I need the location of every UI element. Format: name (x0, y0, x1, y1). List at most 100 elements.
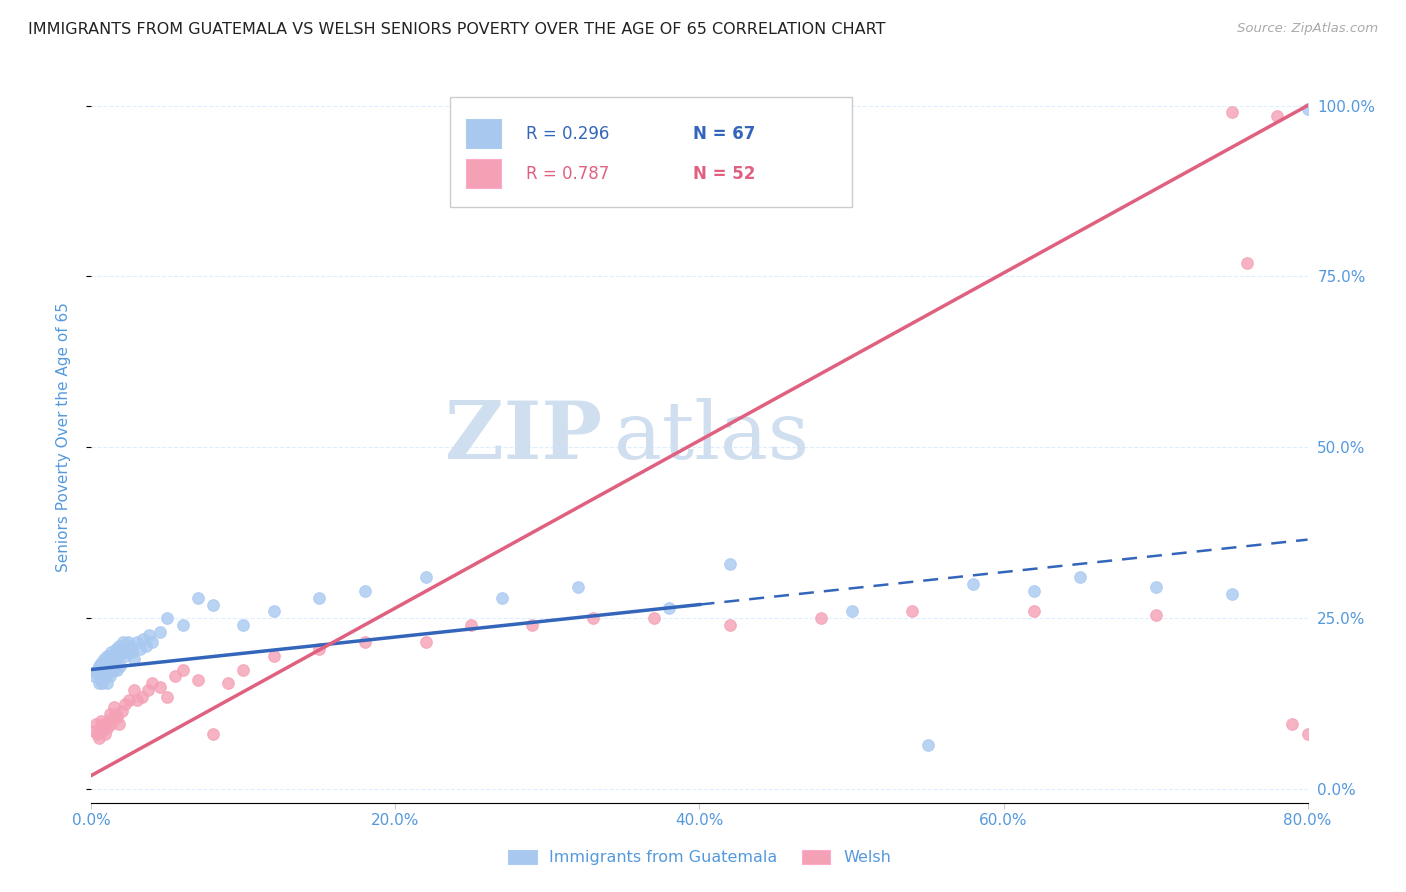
Point (841, 604, 863, 618)
Point (115, 645, 138, 659)
Point (94, 659, 117, 673)
Point (107, 717, 129, 731)
Point (101, 656, 124, 670)
Point (103, 648, 125, 663)
Point (132, 632, 155, 646)
FancyBboxPatch shape (450, 97, 852, 207)
Point (1220, 105, 1243, 120)
Point (187, 591, 209, 605)
Point (87, 676, 110, 690)
Y-axis label: Seniors Poverty Over the Age of 65: Seniors Poverty Over the Age of 65 (56, 302, 70, 572)
Point (89, 714, 111, 728)
Point (94, 669, 117, 683)
Point (89, 721, 111, 735)
Point (87, 731, 110, 745)
Point (93, 652, 115, 666)
Point (112, 635, 135, 649)
Point (354, 635, 377, 649)
Point (718, 557, 741, 571)
Point (107, 648, 129, 663)
Point (1069, 570, 1091, 584)
Point (125, 693, 148, 707)
Text: R = 0.787: R = 0.787 (526, 165, 609, 183)
Point (110, 659, 132, 673)
Point (136, 683, 159, 698)
Legend: Immigrants from Guatemala, Welsh: Immigrants from Guatemala, Welsh (502, 843, 897, 871)
Point (217, 676, 239, 690)
Point (156, 690, 179, 704)
Point (107, 639, 129, 653)
Point (94, 727, 117, 741)
Point (105, 663, 128, 677)
Point (84, 717, 107, 731)
Point (129, 642, 152, 657)
Point (163, 669, 186, 683)
Point (522, 618, 544, 632)
Point (96, 648, 118, 663)
Point (263, 648, 285, 663)
Point (122, 683, 145, 698)
Point (103, 663, 125, 677)
Point (91, 724, 114, 739)
Text: R = 0.296: R = 0.296 (526, 125, 609, 143)
Point (111, 704, 134, 718)
Point (917, 738, 939, 752)
Point (103, 700, 125, 714)
Point (263, 604, 285, 618)
Point (96, 676, 118, 690)
Text: N = 52: N = 52 (693, 165, 756, 183)
Point (149, 624, 172, 639)
Point (1220, 587, 1243, 601)
Point (84, 665, 107, 680)
Point (172, 618, 194, 632)
Point (1022, 604, 1045, 618)
Point (1296, 727, 1319, 741)
Point (131, 690, 153, 704)
Point (1265, 109, 1288, 123)
Point (187, 673, 209, 687)
Point (105, 710, 128, 724)
Point (83, 724, 105, 739)
Point (104, 706, 127, 721)
Text: atlas: atlas (614, 398, 810, 476)
Point (138, 628, 160, 642)
Point (125, 635, 148, 649)
Point (1144, 607, 1167, 622)
Point (104, 642, 127, 657)
Point (415, 570, 437, 584)
Point (1296, 102, 1319, 116)
Point (91, 665, 114, 680)
Point (98, 669, 121, 683)
Point (100, 645, 122, 659)
FancyBboxPatch shape (465, 160, 502, 188)
Point (111, 645, 134, 659)
Point (156, 611, 179, 625)
Point (114, 648, 136, 663)
Point (93, 663, 115, 677)
Point (104, 656, 127, 670)
Point (96, 721, 118, 735)
Point (308, 591, 330, 605)
Point (962, 577, 984, 591)
Point (118, 642, 141, 657)
Point (354, 583, 377, 598)
Point (141, 635, 163, 649)
Point (141, 676, 163, 690)
Point (91, 676, 114, 690)
Point (118, 693, 141, 707)
Point (658, 601, 681, 615)
Point (121, 645, 143, 659)
Point (101, 710, 124, 724)
Point (100, 663, 122, 677)
Point (86, 727, 108, 741)
Point (114, 697, 136, 711)
Point (135, 639, 157, 653)
Text: IMMIGRANTS FROM GUATEMALA VS WELSH SENIORS POVERTY OVER THE AGE OF 65 CORRELATIO: IMMIGRANTS FROM GUATEMALA VS WELSH SENIO… (28, 22, 886, 37)
Point (120, 639, 142, 653)
Point (460, 618, 482, 632)
Point (98, 648, 121, 663)
Point (89, 673, 111, 687)
Point (718, 618, 741, 632)
Point (491, 591, 513, 605)
Point (172, 663, 194, 677)
